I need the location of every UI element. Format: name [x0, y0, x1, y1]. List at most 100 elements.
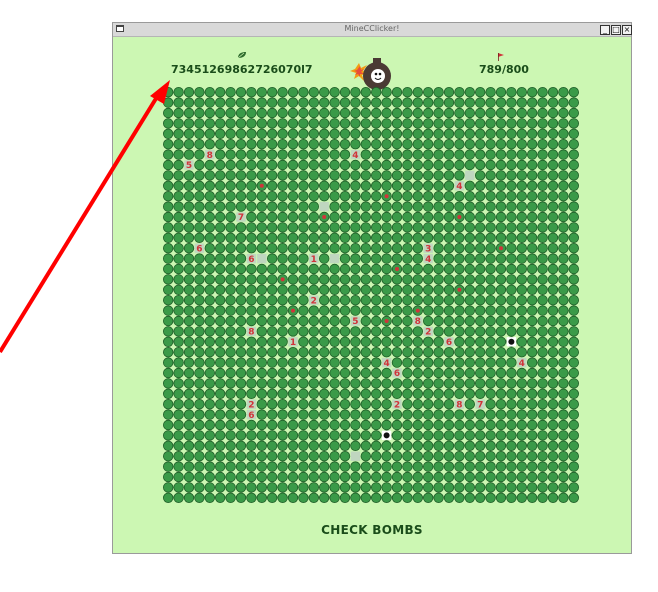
hidden-cell[interactable]	[340, 87, 350, 97]
hidden-cell[interactable]	[195, 451, 205, 461]
hidden-cell[interactable]	[184, 171, 194, 181]
hidden-cell[interactable]	[195, 389, 205, 399]
hidden-cell[interactable]	[496, 98, 506, 108]
hidden-cell[interactable]	[309, 191, 319, 201]
hidden-cell[interactable]	[309, 129, 319, 139]
hidden-cell[interactable]	[226, 441, 236, 451]
hidden-cell[interactable]	[247, 98, 257, 108]
hidden-cell[interactable]	[486, 327, 496, 337]
hidden-cell[interactable]	[288, 98, 298, 108]
hidden-cell[interactable]	[351, 264, 361, 274]
hidden-cell[interactable]	[413, 181, 423, 191]
hidden-cell[interactable]	[257, 223, 267, 233]
hidden-cell[interactable]	[392, 316, 402, 326]
hidden-cell[interactable]	[174, 212, 184, 222]
hidden-cell[interactable]	[163, 420, 173, 430]
hidden-cell[interactable]	[236, 399, 246, 409]
hidden-cell[interactable]	[382, 171, 392, 181]
hidden-cell[interactable]	[288, 181, 298, 191]
hidden-cell[interactable]	[548, 129, 558, 139]
hidden-cell[interactable]	[517, 171, 527, 181]
hidden-cell[interactable]	[163, 87, 173, 97]
hidden-cell[interactable]	[455, 358, 465, 368]
hidden-cell[interactable]	[569, 347, 579, 357]
hidden-cell[interactable]	[413, 451, 423, 461]
hidden-cell[interactable]	[309, 347, 319, 357]
hidden-cell[interactable]	[538, 306, 548, 316]
hidden-cell[interactable]	[559, 441, 569, 451]
hidden-cell[interactable]	[538, 202, 548, 212]
hidden-cell[interactable]	[174, 87, 184, 97]
hidden-cell[interactable]	[247, 275, 257, 285]
hidden-cell[interactable]	[569, 233, 579, 243]
hidden-cell[interactable]	[517, 119, 527, 129]
hidden-cell[interactable]	[319, 431, 329, 441]
hidden-cell[interactable]	[486, 306, 496, 316]
hidden-cell[interactable]	[455, 295, 465, 305]
hidden-cell[interactable]	[351, 420, 361, 430]
hidden-cell[interactable]	[517, 191, 527, 201]
hidden-cell[interactable]	[205, 295, 215, 305]
hidden-cell[interactable]	[423, 295, 433, 305]
hidden-cell[interactable]	[236, 87, 246, 97]
hidden-cell[interactable]	[548, 108, 558, 118]
hidden-cell[interactable]	[205, 451, 215, 461]
hidden-cell[interactable]	[371, 119, 381, 129]
hidden-cell[interactable]	[163, 223, 173, 233]
hidden-cell[interactable]	[361, 129, 371, 139]
hidden-cell[interactable]	[184, 431, 194, 441]
hidden-cell[interactable]	[569, 243, 579, 253]
hidden-cell[interactable]	[527, 420, 537, 430]
hidden-cell[interactable]	[434, 368, 444, 378]
hidden-cell[interactable]	[288, 389, 298, 399]
hidden-cell[interactable]	[413, 327, 423, 337]
hidden-cell[interactable]	[195, 150, 205, 160]
hidden-cell[interactable]	[403, 379, 413, 389]
hidden-cell[interactable]	[434, 191, 444, 201]
hidden-cell[interactable]	[215, 493, 225, 503]
hidden-cell[interactable]	[559, 431, 569, 441]
hidden-cell[interactable]	[455, 108, 465, 118]
hidden-cell[interactable]	[299, 451, 309, 461]
hidden-cell[interactable]	[205, 358, 215, 368]
hidden-cell[interactable]	[267, 493, 277, 503]
hidden-cell[interactable]	[309, 160, 319, 170]
hidden-cell[interactable]	[299, 410, 309, 420]
hidden-cell[interactable]	[236, 285, 246, 295]
hidden-cell[interactable]	[278, 472, 288, 482]
hidden-cell[interactable]	[163, 254, 173, 264]
hidden-cell[interactable]	[434, 98, 444, 108]
hidden-cell[interactable]	[496, 129, 506, 139]
hidden-cell[interactable]	[215, 285, 225, 295]
hidden-cell[interactable]	[444, 202, 454, 212]
hidden-cell[interactable]	[569, 87, 579, 97]
hidden-cell[interactable]	[299, 160, 309, 170]
hidden-cell[interactable]	[548, 295, 558, 305]
hidden-cell[interactable]	[538, 493, 548, 503]
hidden-cell[interactable]	[267, 191, 277, 201]
hidden-cell[interactable]	[392, 212, 402, 222]
hidden-cell[interactable]	[434, 233, 444, 243]
hidden-cell[interactable]	[423, 233, 433, 243]
hidden-cell[interactable]	[226, 233, 236, 243]
hidden-cell[interactable]	[371, 223, 381, 233]
hidden-cell[interactable]	[559, 337, 569, 347]
hidden-cell[interactable]	[247, 119, 257, 129]
hidden-cell[interactable]	[205, 233, 215, 243]
hidden-cell[interactable]	[507, 243, 517, 253]
hidden-cell[interactable]	[330, 191, 340, 201]
hidden-cell[interactable]	[423, 223, 433, 233]
hidden-cell[interactable]	[236, 295, 246, 305]
hidden-cell[interactable]	[288, 171, 298, 181]
hidden-cell[interactable]	[288, 327, 298, 337]
hidden-cell[interactable]	[247, 264, 257, 274]
hidden-cell[interactable]	[548, 306, 558, 316]
hidden-cell[interactable]	[465, 285, 475, 295]
hidden-cell[interactable]	[226, 87, 236, 97]
hidden-cell[interactable]	[569, 389, 579, 399]
hidden-cell[interactable]	[257, 358, 267, 368]
hidden-cell[interactable]	[527, 171, 537, 181]
hidden-cell[interactable]	[340, 202, 350, 212]
hidden-cell[interactable]	[496, 420, 506, 430]
hidden-cell[interactable]	[527, 254, 537, 264]
